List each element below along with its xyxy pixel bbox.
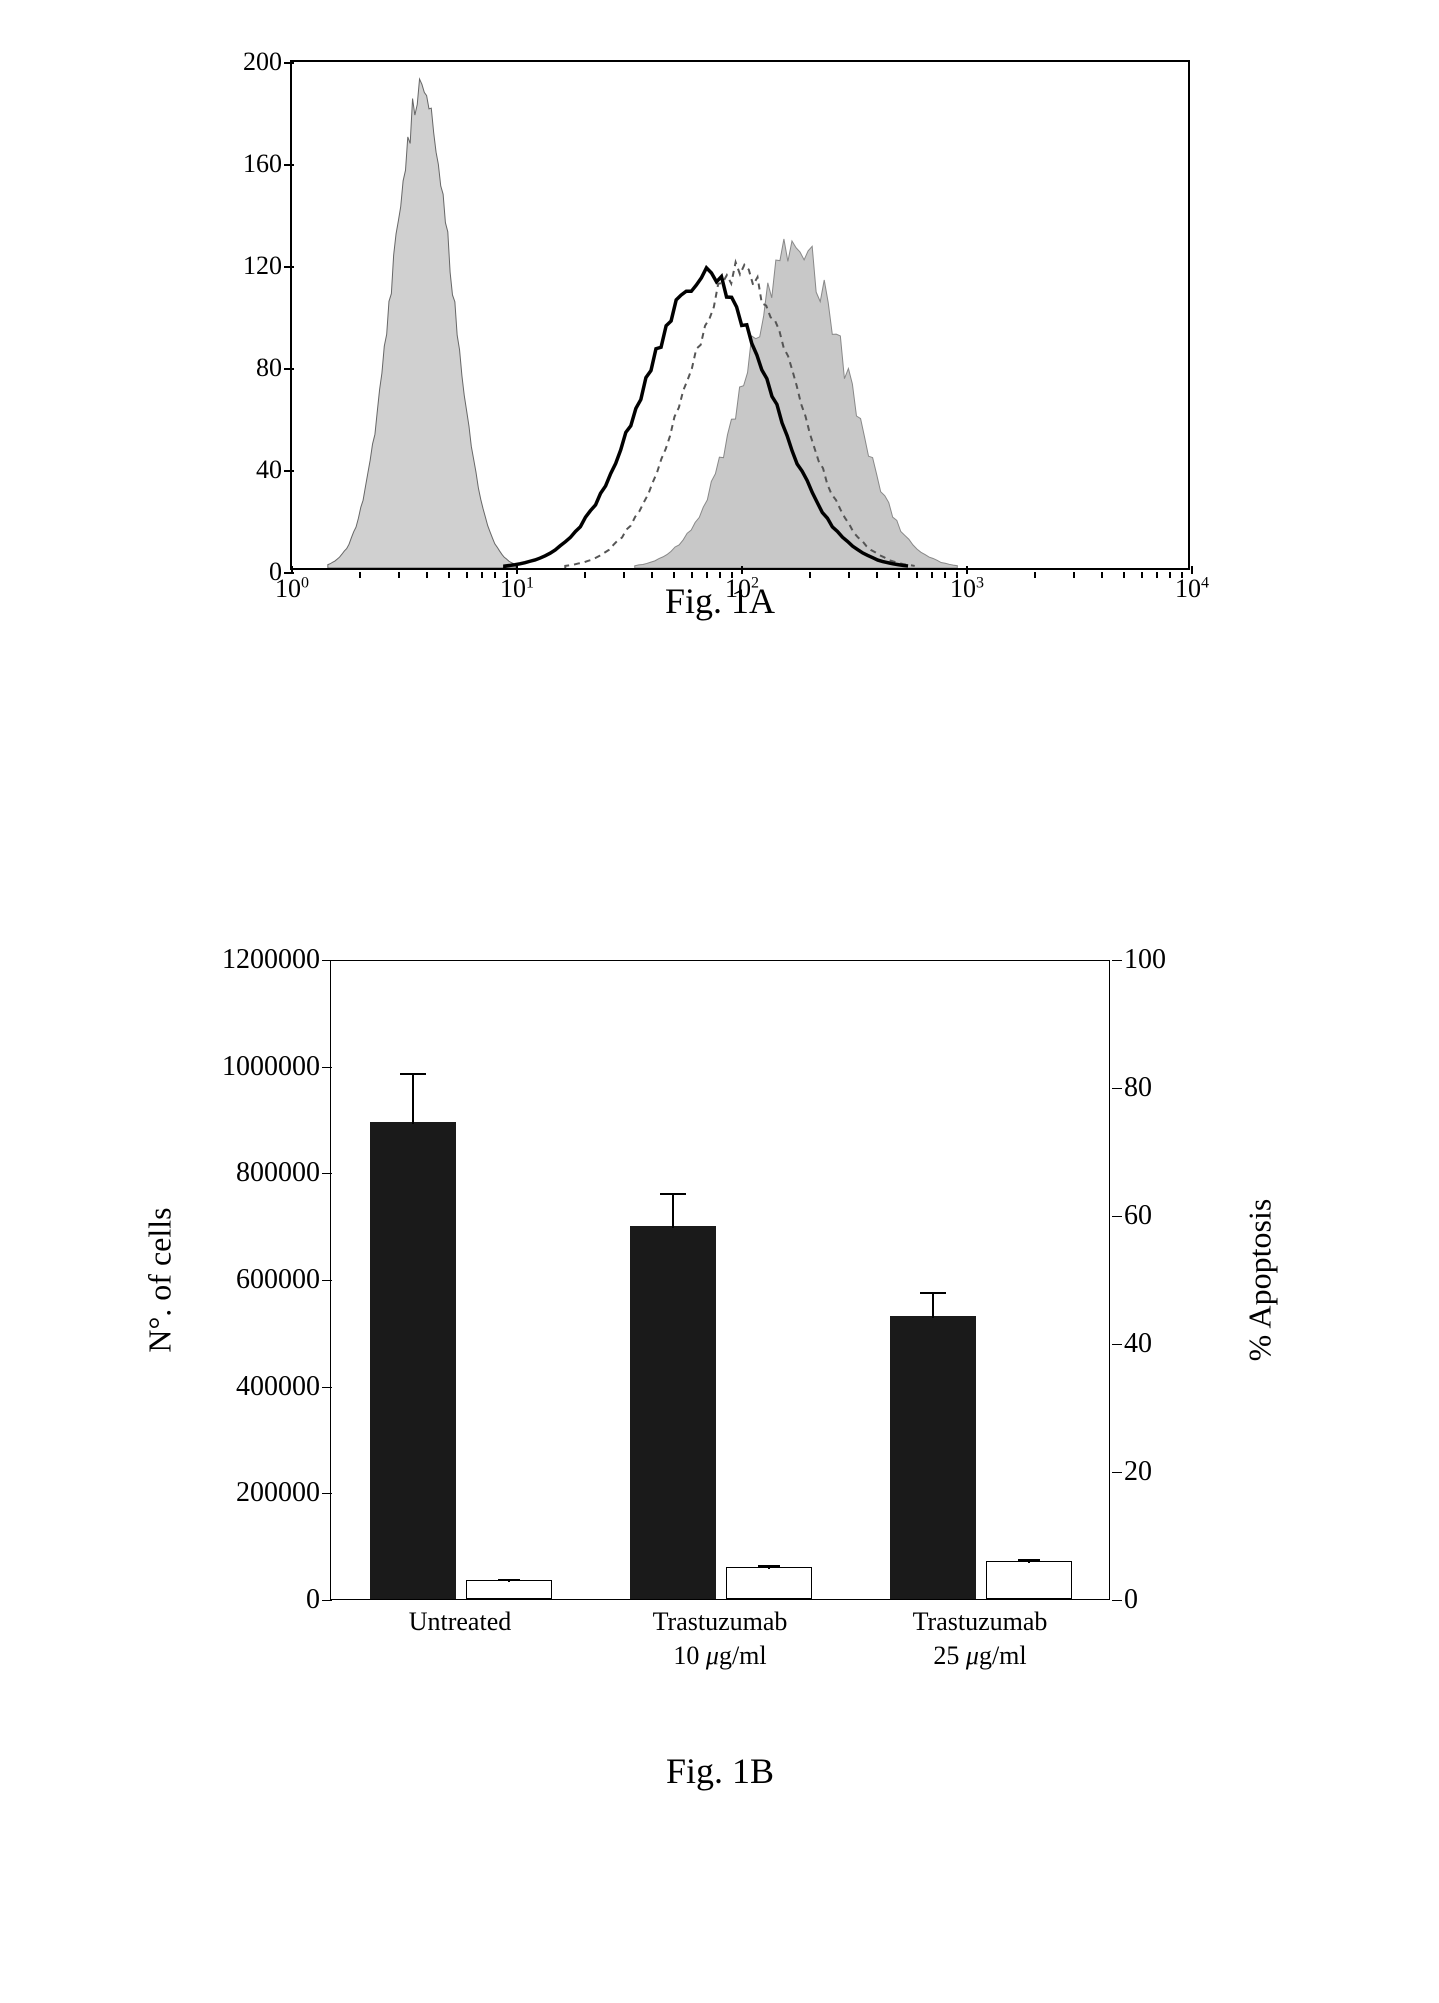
fig1b-y1-tick: 800000 [210, 1157, 320, 1189]
fig1a-x-minor-tick [719, 572, 721, 578]
fig1b-errorbar [412, 1073, 414, 1124]
fig1b-y1-tick: 200000 [210, 1477, 320, 1509]
fig1b-errorbar [672, 1193, 674, 1228]
fig1b-errorcap [1018, 1559, 1040, 1561]
fig1a-x-minor-tick [426, 572, 428, 578]
fig1b-category-label: Trastuzumab25 μg/ml [860, 1605, 1100, 1673]
fig1b-y2-tick: 80 [1124, 1072, 1152, 1104]
fig1a-y-tick: 120 [236, 251, 282, 281]
fig1a-x-minor-tick [731, 572, 733, 578]
fig1b-bar-cells [890, 1316, 976, 1599]
fig1a-x-minor-tick [956, 572, 958, 578]
fig1b-y2-tick: 100 [1124, 944, 1166, 976]
fig1a-y-tick: 160 [236, 149, 282, 179]
fig1a-x-tick: 104 [1175, 574, 1209, 604]
fig1b-errorbar [932, 1292, 934, 1319]
fig1b-errorcap [758, 1565, 780, 1567]
fig1b-y2-axis-label: % Apoptosis [1242, 1199, 1279, 1362]
fig1a-x-minor-tick [1169, 572, 1171, 578]
fig1a-x-minor-tick [691, 572, 693, 578]
fig1b-bar-apoptosis [986, 1561, 1072, 1599]
fig1b-bar-cells [370, 1122, 456, 1599]
fig1a-x-minor-tick [931, 572, 933, 578]
fig1b-y2-tick: 60 [1124, 1200, 1152, 1232]
fig1a-x-tick: 102 [725, 574, 759, 604]
fig1a-x-minor-tick [1073, 572, 1075, 578]
fig1a-x-minor-tick [584, 572, 586, 578]
fig1b-category-label: Trastuzumab10 μg/ml [600, 1605, 840, 1673]
fig1a-x-minor-tick [809, 572, 811, 578]
fig1b-errorcap [400, 1073, 426, 1075]
fig1a-x-minor-tick [651, 572, 653, 578]
fig1b-plot-area: N°. of cells % Apoptosis 0 200000 400000 60… [130, 930, 1310, 1680]
fig1a-y-tick: 80 [236, 353, 282, 383]
fig1a-x-minor-tick [623, 572, 625, 578]
fig1a-x-minor-tick [1101, 572, 1103, 578]
fig1b-y1-tick: 0 [210, 1584, 320, 1616]
fig1b-errorcap [498, 1579, 520, 1581]
fig1a-x-minor-tick [359, 572, 361, 578]
fig1a-label: Fig. 1A [240, 580, 1200, 622]
fig1a-x-tick: 103 [950, 574, 984, 604]
fig1a-svg [292, 62, 1188, 568]
fig1a-x-minor-tick [916, 572, 918, 578]
fig1a-x-minor-tick [466, 572, 468, 578]
fig1a-x-minor-tick [448, 572, 450, 578]
fig1a-x-tick: 101 [500, 574, 534, 604]
fig1a-x-minor-tick [506, 572, 508, 578]
fig1a-x-minor-tick [944, 572, 946, 578]
fig1a-x-minor-tick [1156, 572, 1158, 578]
fig1b-errorcap [660, 1193, 686, 1195]
fig1b-y1-tick: 1200000 [210, 944, 320, 976]
fig1b-category-label: Untreated [340, 1605, 580, 1639]
fig1a-x-minor-tick [876, 572, 878, 578]
fig1a-x-minor-tick [1034, 572, 1036, 578]
fig1b-plot-box [330, 960, 1110, 1600]
fig1a-y-tick: 200 [236, 47, 282, 77]
fig1b-y1-tick: 1000000 [210, 1051, 320, 1083]
fig1a-x-minor-tick [898, 572, 900, 578]
fig1a-x-minor-tick [1181, 572, 1183, 578]
fig1a-x-minor-tick [1123, 572, 1125, 578]
fig1a-x-minor-tick [398, 572, 400, 578]
figure-1b: N°. of cells % Apoptosis 0 200000 400000 60… [130, 930, 1310, 1792]
fig1b-y1-axis-label: N°. of cells [142, 1207, 179, 1352]
fig1a-x-tick: 100 [275, 574, 309, 604]
fig1b-bar-cells [630, 1226, 716, 1599]
fig1a-plot-area: 04080120160200100101102103104 [290, 60, 1190, 570]
fig1b-y2-tick: 0 [1124, 1584, 1138, 1616]
fig1a-x-minor-tick [706, 572, 708, 578]
fig1a-peak-left [328, 79, 516, 568]
fig1a-y-tick: 40 [236, 455, 282, 485]
fig1a-x-minor-tick [848, 572, 850, 578]
fig1b-y1-tick: 400000 [210, 1371, 320, 1403]
fig1b-y2-tick: 20 [1124, 1456, 1152, 1488]
fig1b-y1-tick: 600000 [210, 1264, 320, 1296]
fig1b-errorcap [920, 1292, 946, 1294]
fig1a-peak-right-filled [635, 239, 958, 568]
fig1b-bar-apoptosis [466, 1580, 552, 1599]
figure-1a: 04080120160200100101102103104 Fig. 1A [240, 60, 1200, 622]
fig1a-x-minor-tick [481, 572, 483, 578]
fig1a-x-minor-tick [673, 572, 675, 578]
fig1a-x-minor-tick [1141, 572, 1143, 578]
fig1b-y2-tick: 40 [1124, 1328, 1152, 1360]
fig1b-bar-apoptosis [726, 1567, 812, 1599]
fig1b-label: Fig. 1B [130, 1750, 1310, 1792]
fig1a-x-minor-tick [494, 572, 496, 578]
